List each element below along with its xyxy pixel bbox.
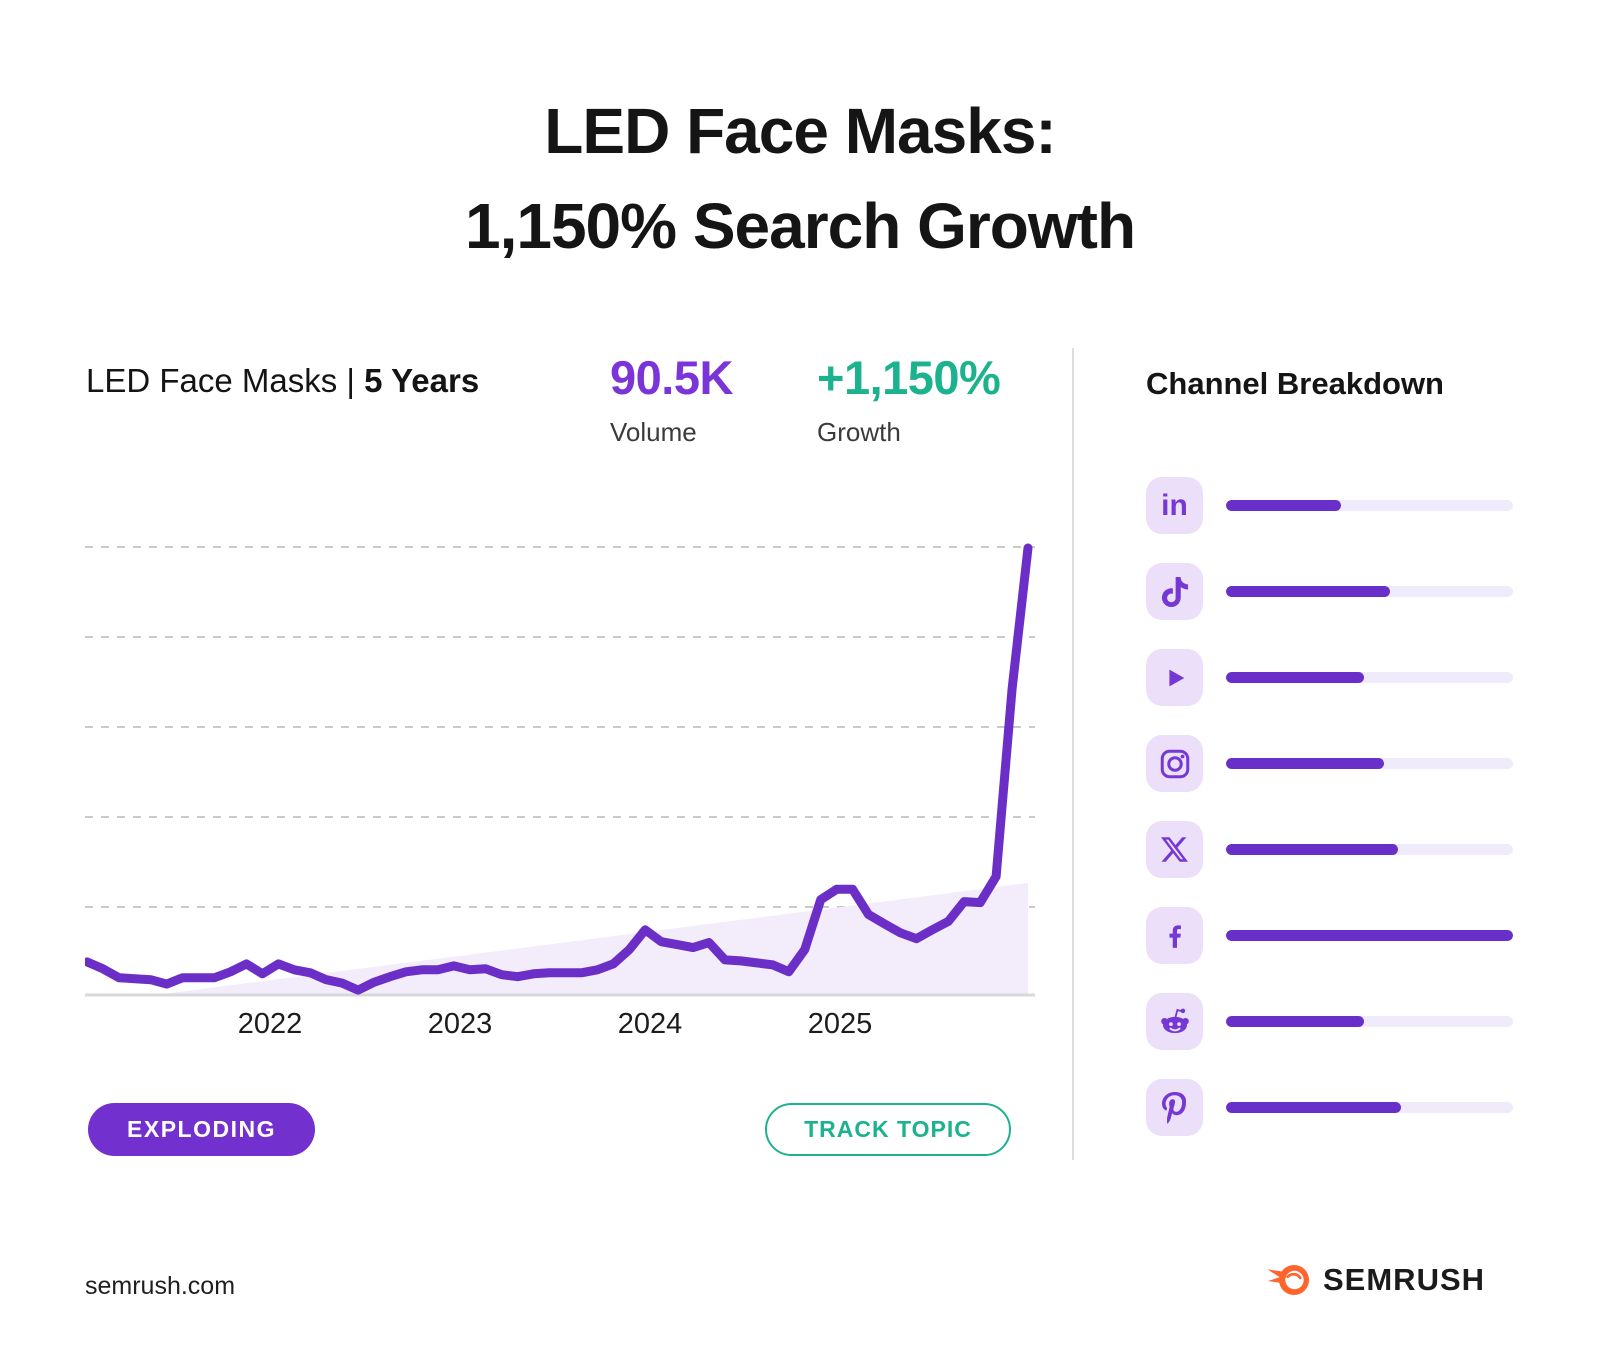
gridlines xyxy=(85,546,1035,908)
topic-separator: | xyxy=(346,362,355,399)
channel-row-youtube xyxy=(1146,649,1515,706)
youtube-bar-track xyxy=(1226,672,1513,683)
x-axis-label-2023: 2023 xyxy=(427,1008,493,1040)
channel-row-instagram xyxy=(1146,735,1515,792)
channel-row-facebook xyxy=(1146,907,1515,964)
linkedin-bar-fill xyxy=(1226,500,1341,511)
instagram-bar-track xyxy=(1226,758,1513,769)
linkedin-bar-track xyxy=(1226,500,1513,511)
instagram-bar-fill xyxy=(1226,758,1384,769)
x-bar-fill xyxy=(1226,844,1399,855)
tiktok-bar-track xyxy=(1226,586,1513,597)
topic-name: LED Face Masks xyxy=(86,362,338,399)
pinterest-icon xyxy=(1146,1079,1203,1136)
channel-row-pinterest xyxy=(1146,1079,1515,1136)
page-title-line2: 1,150% Search Growth xyxy=(464,190,1136,262)
x-bar-track xyxy=(1226,844,1513,855)
page-title-line1: LED Face Masks: xyxy=(544,95,1056,167)
tiktok-icon xyxy=(1146,563,1203,620)
channel-breakdown-title: Channel Breakdown xyxy=(1146,366,1444,401)
x-axis-label-2022: 2022 xyxy=(237,1008,303,1040)
brand-logo: SEMRUSH xyxy=(1265,1256,1485,1304)
facebook-icon xyxy=(1146,907,1203,964)
growth-label: Growth xyxy=(817,417,901,447)
footer-url: semrush.com xyxy=(85,1272,236,1300)
trend-line xyxy=(85,543,1033,995)
facebook-bar-fill xyxy=(1226,930,1513,941)
pinterest-bar-fill xyxy=(1226,1102,1402,1113)
channel-row-reddit xyxy=(1146,993,1515,1050)
reddit-bar-fill xyxy=(1226,1016,1364,1027)
channel-row-tiktok xyxy=(1146,563,1515,620)
growth-stat: +1,150% Growth xyxy=(817,350,1001,448)
topic-title: LED Face Masks | 5 Years xyxy=(86,362,479,400)
pinterest-bar-track xyxy=(1226,1102,1513,1113)
volume-label: Volume xyxy=(610,417,697,447)
youtube-icon xyxy=(1146,649,1203,706)
status-badge: EXPLODING xyxy=(88,1103,315,1156)
page-title: LED Face Masks: 1,150% Search Growth xyxy=(0,84,1600,274)
x-icon xyxy=(1146,821,1203,878)
x-axis-label-2025: 2025 xyxy=(807,1008,873,1040)
instagram-icon xyxy=(1146,735,1203,792)
topic-period: 5 Years xyxy=(364,362,480,399)
volume-stat: 90.5K Volume xyxy=(610,350,733,448)
growth-value: +1,150% xyxy=(817,351,1001,404)
track-topic-button[interactable]: TRACK TOPIC xyxy=(765,1103,1011,1156)
x-axis-labels: 2022 2023 2024 2025 xyxy=(85,1008,1035,1048)
section-divider xyxy=(1072,348,1074,1160)
semrush-flame-icon xyxy=(1267,1265,1309,1295)
youtube-bar-fill xyxy=(1226,672,1364,683)
channel-breakdown-list: in xyxy=(1146,477,1515,1136)
brand-name: SEMRUSH xyxy=(1323,1262,1486,1297)
trend-area xyxy=(155,883,1028,995)
tiktok-bar-fill xyxy=(1226,586,1390,597)
channel-row-x xyxy=(1146,821,1515,878)
volume-value: 90.5K xyxy=(610,351,733,404)
linkedin-icon: in xyxy=(1146,477,1203,534)
channel-row-linkedin: in xyxy=(1146,477,1515,534)
x-axis-label-2024: 2024 xyxy=(617,1008,683,1040)
search-trend-chart xyxy=(85,543,1035,997)
facebook-bar-track xyxy=(1226,930,1513,941)
reddit-icon xyxy=(1146,993,1203,1050)
reddit-bar-track xyxy=(1226,1016,1513,1027)
